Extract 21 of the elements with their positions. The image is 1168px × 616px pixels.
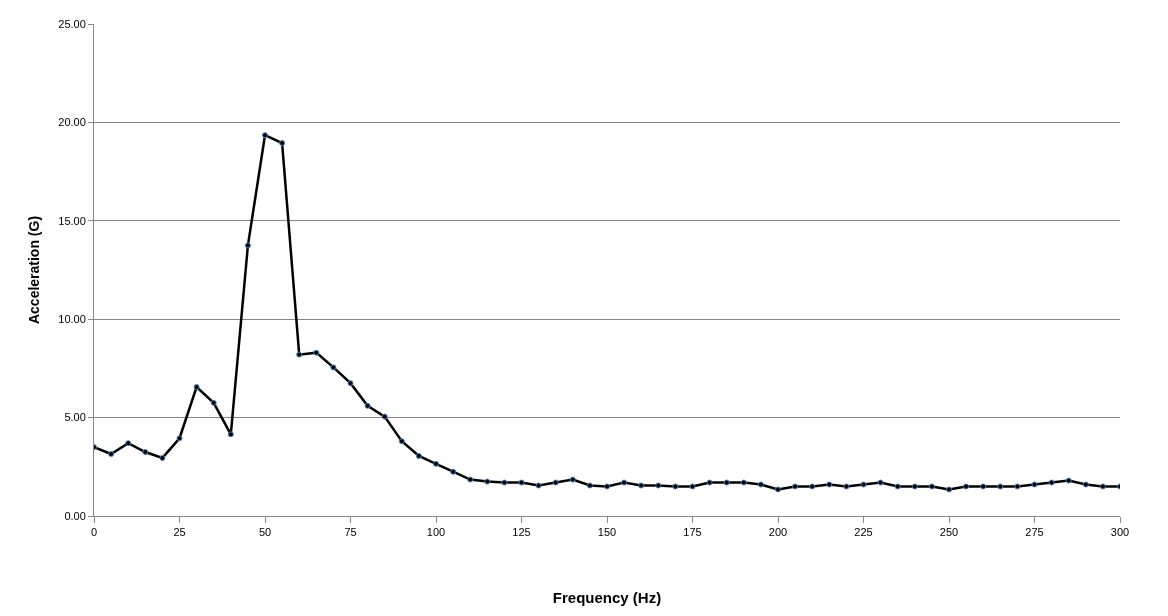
y-axis-title: Acceleration (G) (25, 215, 42, 325)
x-tick-label: 75 (344, 526, 357, 539)
y-tick-label: 5.00 (64, 411, 86, 424)
x-tick-label: 125 (512, 526, 531, 539)
x-tick-label: 175 (683, 526, 702, 539)
x-tick-label: 50 (258, 526, 272, 539)
x-tick-label: 300 (1110, 526, 1130, 539)
y-tick-label: 25.00 (58, 17, 86, 30)
x-tick-label: 250 (939, 526, 959, 539)
x-tick-label: 225 (854, 526, 873, 539)
x-axis-title: Frequency (Hz) (552, 589, 662, 607)
x-tick-label: 200 (768, 526, 788, 539)
x-tick-label: 25 (173, 526, 186, 539)
y-tick-label: 10.00 (58, 313, 86, 326)
x-tick-label: 150 (597, 526, 617, 539)
y-tick-label: 20.00 (58, 116, 86, 129)
x-tick-label: 0 (90, 526, 98, 539)
y-tick-label: 0.00 (64, 509, 86, 522)
y-tick-label: 15.00 (58, 214, 86, 227)
x-tick-label: 100 (426, 526, 446, 539)
x-tick-label: 275 (1025, 526, 1044, 539)
